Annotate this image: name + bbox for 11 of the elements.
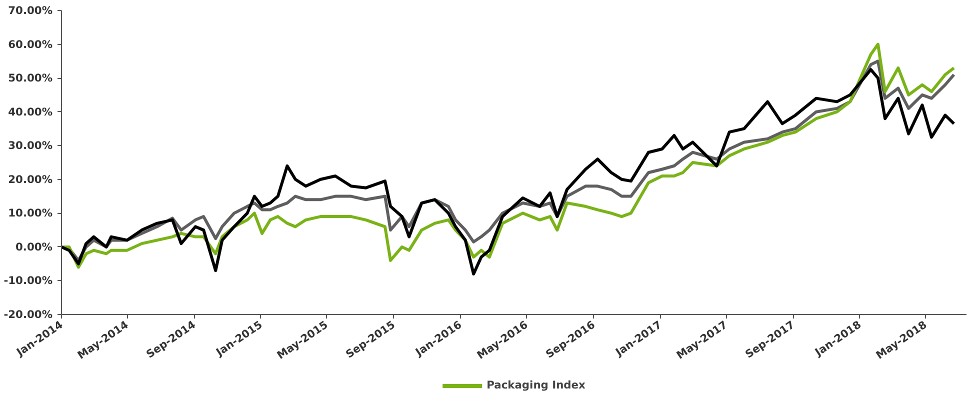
y-tick-label: 40.00% (8, 105, 53, 118)
legend-label: Packaging Index (486, 378, 586, 392)
y-tick-label: 0.00% (16, 240, 53, 254)
y-tick-label: 20.00% (8, 172, 53, 186)
y-tick-label: 30.00% (8, 139, 53, 152)
y-tick-label: 70.00% (8, 4, 53, 17)
y-tick-label: 60.00% (8, 38, 53, 51)
y-tick-label: 50.00% (8, 72, 53, 85)
y-tick-label: 10.00% (8, 206, 53, 220)
y-tick-label: -20.00% (4, 308, 53, 321)
y-tick-label: -10.00% (4, 274, 53, 288)
